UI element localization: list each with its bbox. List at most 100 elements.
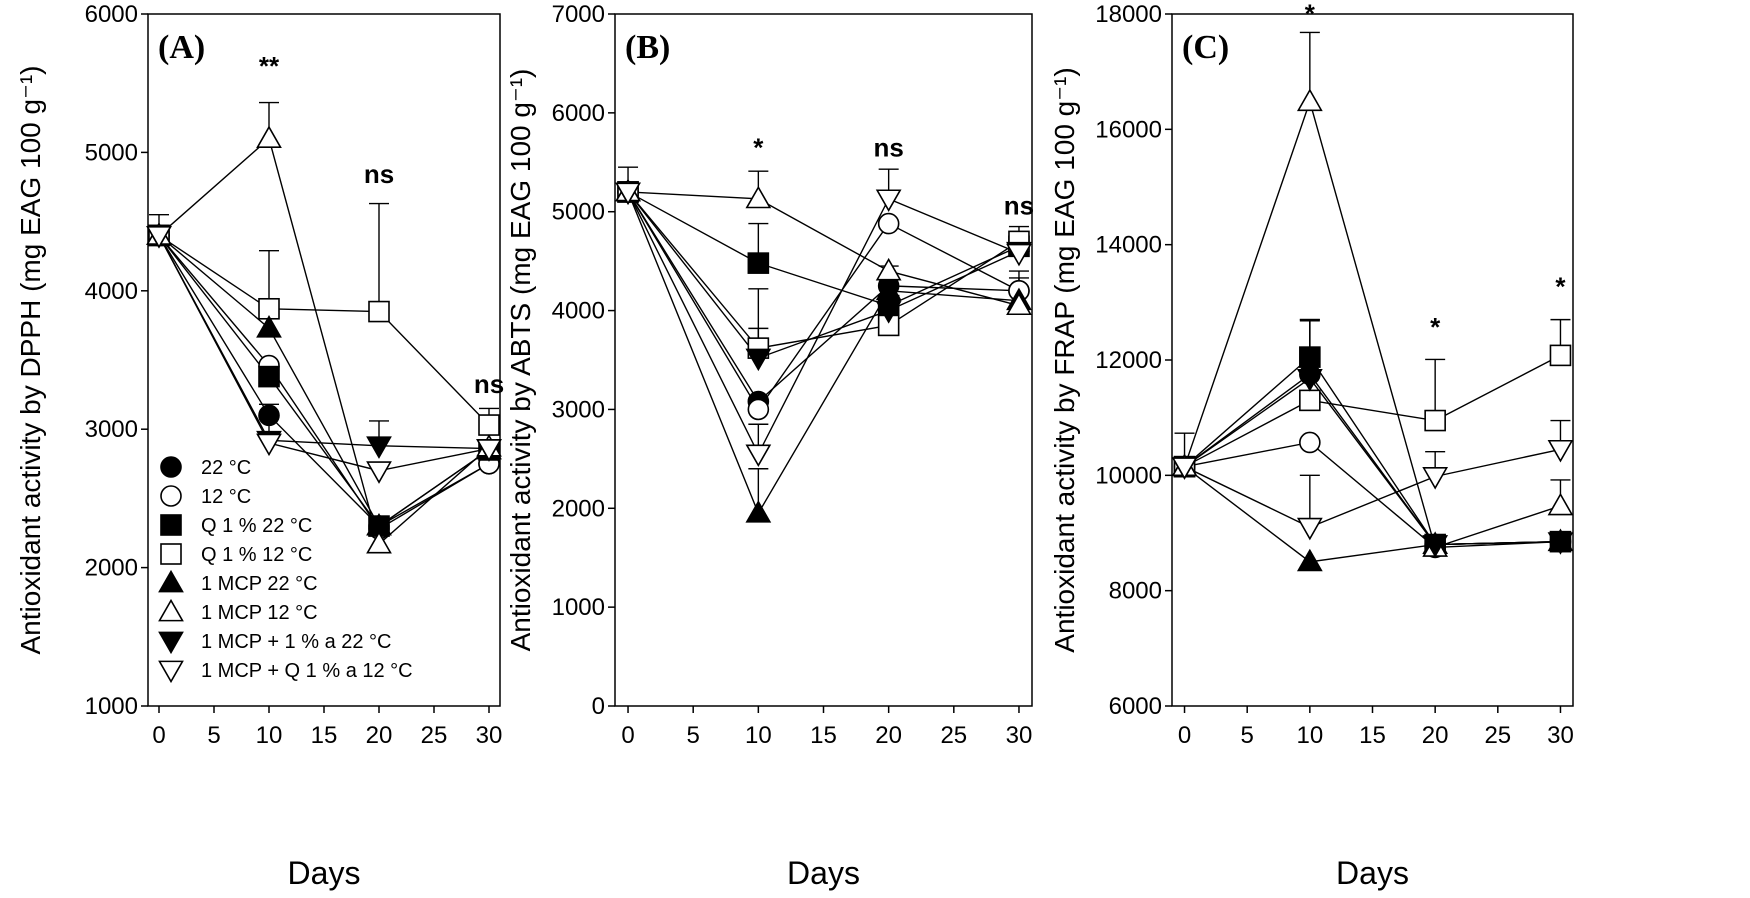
series-line — [627, 191, 1020, 359]
data-point — [1296, 369, 1323, 392]
data-point — [1296, 517, 1323, 541]
y-axis-label: Antioxidant activity by DPPH (mg EAG 100… — [15, 66, 46, 655]
y-tick-label: 3000 — [552, 396, 605, 423]
data-point — [366, 461, 392, 484]
chart-panel-b: 0 1000 2000 3000 4000 5000 6000 7000 0 5 10 15 20 25 3… — [505, 1, 1034, 891]
x-axis-label: Days — [288, 855, 361, 891]
chart-panel-c: 6000 8000 10000 12000 14000 16000 18000 0 5 10 15 2… — [1049, 0, 1574, 891]
legend-label: 1 MCP 22 °C — [201, 573, 318, 595]
series-line — [158, 234, 490, 426]
y-tick-label: 16000 — [1095, 116, 1162, 143]
x-tick-label: 10 — [745, 722, 772, 749]
x-tick-label: 0 — [621, 722, 634, 749]
significance-label: * — [1305, 0, 1316, 29]
x-axis-label: Days — [787, 855, 860, 891]
y-tick-label: 14000 — [1095, 232, 1162, 259]
legend-label: Q 1 % 22 °C — [201, 515, 312, 537]
legend-marker — [160, 514, 182, 536]
legend-label: 22 °C — [201, 457, 251, 479]
data-point — [877, 212, 900, 235]
legend-marker — [160, 485, 182, 507]
legend-marker — [158, 598, 184, 622]
y-tick-label: 1000 — [85, 693, 138, 720]
series-line — [158, 137, 490, 546]
legend-marker — [158, 660, 184, 684]
data-point — [1299, 389, 1321, 412]
series-line — [1184, 373, 1561, 546]
x-tick-label: 25 — [940, 722, 967, 749]
legend-item: Q 1 % 12 °C — [160, 543, 312, 566]
y-tick-label: 5000 — [552, 199, 605, 226]
data-point — [875, 301, 902, 324]
x-tick-label: 25 — [1484, 722, 1511, 749]
data-point — [1422, 535, 1449, 558]
series-line — [158, 235, 490, 472]
data-point — [1547, 439, 1574, 463]
legend-item: Q 1 % 22 °C — [160, 514, 312, 537]
significance-label: ns — [873, 132, 903, 162]
data-point — [258, 404, 280, 427]
legend-label: Q 1 % 12 °C — [201, 544, 312, 566]
legend-item: 1 MCP + Q 1 % a 12 °C — [158, 660, 413, 684]
legend-label: 1 MCP + 1 % a 22 °C — [201, 631, 392, 653]
x-tick-label: 10 — [1296, 722, 1323, 749]
data-point — [366, 436, 392, 459]
x-tick-label: 20 — [875, 722, 902, 749]
y-tick-label: 5000 — [85, 139, 138, 166]
x-tick-label: 20 — [1422, 722, 1449, 749]
plot-frame — [1171, 13, 1574, 707]
x-tick-label: 30 — [1006, 722, 1033, 749]
data-point — [478, 414, 500, 436]
x-tick-label: 30 — [476, 722, 503, 749]
series-line — [627, 191, 1020, 307]
data-point — [256, 315, 282, 338]
data-point — [1299, 346, 1321, 368]
data-point — [1424, 409, 1446, 432]
significance-label: ** — [259, 51, 280, 81]
data-point — [366, 530, 392, 554]
data-point — [747, 398, 770, 421]
significance-label: ns — [364, 159, 394, 189]
data-point — [368, 300, 390, 323]
plot-frame — [614, 13, 1033, 707]
series-line — [1183, 99, 1561, 549]
y-tick-label: 8000 — [1109, 578, 1162, 605]
data-point — [615, 182, 641, 206]
y-tick-label: 4000 — [85, 278, 138, 305]
legend-marker — [158, 569, 184, 593]
data-point — [1006, 243, 1032, 267]
series-line — [627, 191, 1020, 456]
data-point — [1547, 492, 1574, 516]
significance-label: * — [1430, 312, 1441, 342]
y-axis-label: Antioxidant activity by FRAP (mg EAG 100… — [1049, 67, 1080, 652]
legend-item: 22 °C — [160, 456, 251, 479]
y-tick-label: 12000 — [1095, 347, 1162, 374]
data-point — [146, 226, 172, 249]
data-point — [1296, 548, 1323, 572]
x-tick-label: 25 — [421, 722, 448, 749]
data-point — [258, 365, 280, 388]
data-point — [1006, 292, 1032, 316]
data-point — [745, 348, 772, 372]
x-tick-label: 5 — [1241, 722, 1254, 749]
legend-item: 12 °C — [160, 485, 251, 508]
data-point — [875, 257, 902, 281]
series-line — [627, 191, 1020, 411]
series-line — [158, 234, 490, 528]
series-line — [1184, 354, 1561, 468]
legend-marker — [158, 631, 184, 655]
x-tick-label: 5 — [687, 722, 700, 749]
panel-label: (C) — [1182, 29, 1229, 66]
y-tick-label: 7000 — [552, 1, 605, 28]
chart-panel-a: 1000 2000 3000 4000 5000 6000 0 5 10 15 20 25 30 Days… — [15, 1, 504, 891]
data-point — [256, 433, 282, 457]
x-tick-label: 30 — [1547, 722, 1574, 749]
legend-label: 12 °C — [201, 486, 251, 508]
data-point — [476, 439, 502, 462]
data-point — [256, 125, 282, 148]
x-tick-label: 0 — [1178, 722, 1191, 749]
y-tick-label: 18000 — [1095, 1, 1162, 28]
legend-item: 1 MCP 12 °C — [158, 598, 318, 624]
y-tick-label: 6000 — [1109, 693, 1162, 720]
